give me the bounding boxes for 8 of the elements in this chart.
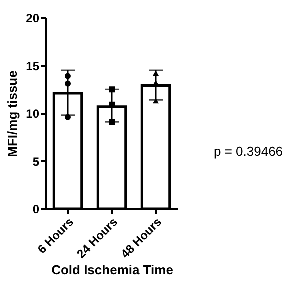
y-tick-label: 10 [26, 107, 40, 121]
y-tick-label: 20 [26, 12, 40, 26]
y-tick-label: 5 [32, 154, 40, 169]
y-tick-label: 0 [32, 202, 40, 216]
x-axis-title: Cold Ischemia Time [52, 262, 174, 278]
y-axis-title: MFI/mg tissue [5, 70, 20, 158]
text: p = 0.39466 [214, 144, 284, 159]
y-tick-label: 15 [26, 59, 40, 74]
